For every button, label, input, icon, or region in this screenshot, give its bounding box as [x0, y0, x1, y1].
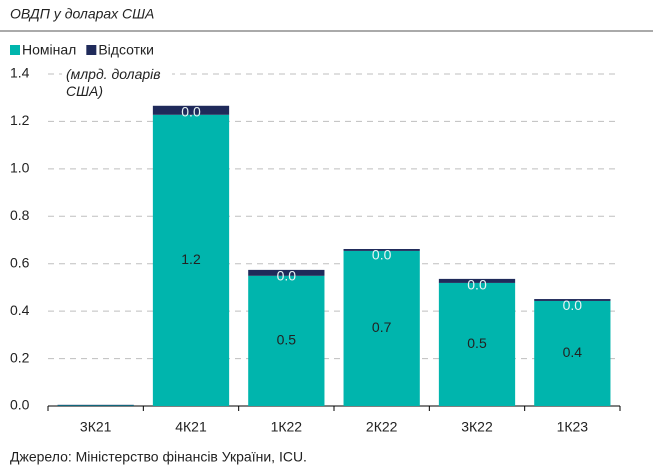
bar-segment — [438, 282, 516, 406]
x-tick-label: 2К22 — [366, 419, 398, 435]
data-label: 0.0 — [372, 247, 392, 263]
data-label: 0.0 — [277, 268, 297, 284]
bar-segment — [57, 404, 134, 406]
legend-label: Відсотки — [98, 42, 154, 58]
bar-segment — [248, 275, 325, 406]
bar-segment — [343, 250, 420, 406]
data-label: 0.4 — [563, 344, 583, 360]
source-note: Джерело: Міністерство фінансів України, … — [10, 449, 307, 465]
data-label: 0.5 — [467, 335, 487, 351]
y-tick-label: 1.0 — [10, 160, 30, 176]
legend-label: Номінал — [22, 42, 76, 58]
y-axis-label: (млрд. доларів США) — [66, 66, 161, 99]
data-label: 1.2 — [181, 251, 201, 267]
bar-segment — [152, 105, 230, 115]
y-tick-label: 1.4 — [10, 65, 30, 81]
bar-segment — [248, 269, 325, 276]
x-tick-label: 3К22 — [461, 419, 493, 435]
y-tick-label: 0.4 — [10, 302, 30, 318]
data-label: 0.0 — [181, 103, 201, 119]
y-tick-label: 0.8 — [10, 207, 30, 223]
y-tick-label: 1.2 — [10, 112, 30, 128]
bar-segment — [438, 278, 516, 283]
y-tick-label: 0.6 — [10, 254, 30, 270]
x-tick-label: 4К21 — [175, 419, 207, 435]
chart-title: ОВДП у доларах США — [10, 6, 154, 22]
y-label-bg — [62, 66, 172, 104]
legend-swatch — [86, 45, 97, 55]
data-label: 0.5 — [277, 332, 297, 348]
bar-segment — [534, 300, 611, 406]
data-label: 0.0 — [467, 277, 487, 293]
x-tick-label: 1К23 — [557, 419, 589, 435]
y-tick-label: 0.0 — [10, 397, 30, 413]
bar-segment — [152, 114, 230, 406]
x-tick-label: 3К21 — [80, 419, 112, 435]
legend-swatch — [10, 45, 20, 55]
bar-segment — [343, 249, 420, 251]
x-tick-label: 1К22 — [271, 419, 303, 435]
y-tick-label: 0.2 — [10, 349, 30, 365]
data-label: 0.7 — [372, 319, 392, 335]
data-label: 0.0 — [563, 297, 583, 313]
bar-segment — [534, 299, 611, 301]
